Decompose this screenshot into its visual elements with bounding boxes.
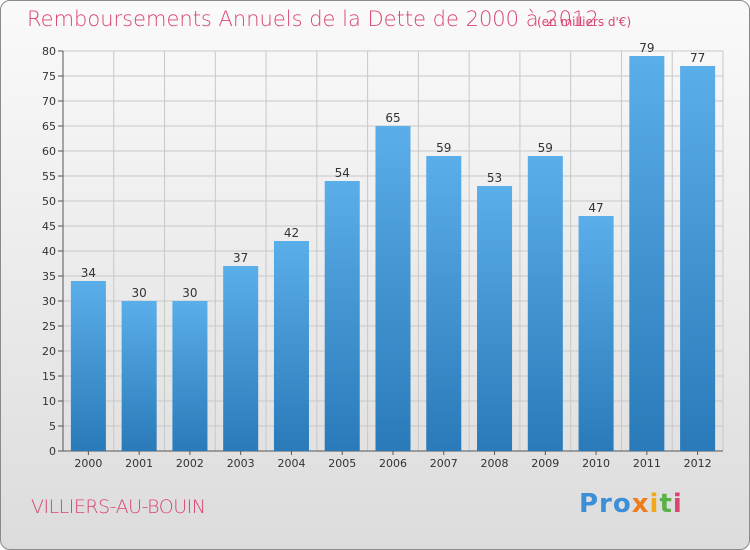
chart-subtitle: (en milliers d'€) (537, 15, 632, 29)
bar-value-label: 53 (487, 171, 502, 185)
logo-part-1: Pro (579, 489, 632, 519)
bar (629, 56, 665, 451)
bar (477, 186, 513, 451)
bar-value-label: 37 (233, 251, 248, 265)
x-tick-label: 2002 (176, 457, 204, 470)
x-tick-label: 2001 (125, 457, 153, 470)
bar-value-label: 79 (639, 41, 654, 55)
x-tick-label: 2011 (633, 457, 661, 470)
x-tick-label: 2012 (684, 457, 712, 470)
logo-part-2: x (631, 489, 650, 519)
bar (426, 156, 462, 451)
bar-value-label: 30 (132, 286, 147, 300)
bar-value-label: 59 (436, 141, 451, 155)
y-tick-label: 45 (42, 220, 56, 233)
bar (70, 281, 106, 451)
y-tick-label: 55 (42, 170, 56, 183)
y-tick-label: 35 (42, 270, 56, 283)
y-tick-label: 80 (42, 45, 56, 58)
bar-value-label: 42 (284, 226, 299, 240)
x-tick-label: 2003 (227, 457, 255, 470)
y-tick-label: 70 (42, 95, 56, 108)
bar-value-label: 65 (385, 111, 400, 125)
chart-title: Remboursements Annuels de la Dette de 20… (27, 7, 599, 31)
logo-part-5: i (672, 489, 683, 519)
y-tick-label: 10 (42, 395, 56, 408)
bar (578, 216, 614, 451)
x-tick-label: 2006 (379, 457, 407, 470)
y-tick-label: 50 (42, 195, 56, 208)
bar (324, 181, 360, 451)
bar-value-label: 77 (690, 51, 705, 65)
x-tick-label: 2000 (74, 457, 102, 470)
y-tick-label: 75 (42, 70, 56, 83)
x-tick-label: 2005 (328, 457, 356, 470)
bar (223, 266, 259, 451)
x-tick-label: 2010 (582, 457, 610, 470)
bar (680, 66, 716, 451)
y-tick-label: 20 (42, 345, 56, 358)
x-tick-label: 2009 (531, 457, 559, 470)
proxiti-logo: Proxiti (579, 489, 683, 519)
bar-value-label: 47 (588, 201, 603, 215)
logo-part-3: i (649, 489, 660, 519)
x-tick-label: 2007 (430, 457, 458, 470)
bar (273, 241, 309, 451)
x-tick-label: 2008 (481, 457, 509, 470)
y-tick-label: 65 (42, 120, 56, 133)
bar-value-label: 59 (538, 141, 553, 155)
bar-value-label: 30 (182, 286, 197, 300)
city-name: VILLIERS-AU-BOUIN (31, 496, 206, 518)
bar-value-label: 34 (81, 266, 96, 280)
y-tick-label: 5 (49, 420, 56, 433)
logo-part-4: t (659, 489, 673, 519)
y-tick-label: 0 (49, 445, 56, 458)
bar (375, 126, 411, 451)
y-tick-label: 15 (42, 370, 56, 383)
bar (527, 156, 563, 451)
y-tick-label: 60 (42, 145, 56, 158)
y-tick-label: 30 (42, 295, 56, 308)
y-tick-label: 40 (42, 245, 56, 258)
bar (121, 301, 157, 451)
x-tick-label: 2004 (277, 457, 305, 470)
bar (172, 301, 208, 451)
y-tick-label: 25 (42, 320, 56, 333)
bar-value-label: 54 (335, 166, 350, 180)
